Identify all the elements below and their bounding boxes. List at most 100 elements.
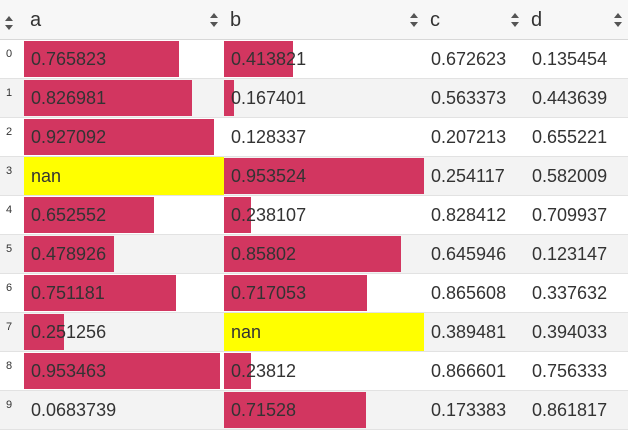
table-cell-a: nan [24, 157, 224, 195]
column-header-b[interactable]: b [224, 0, 424, 39]
table-cell-c: 0.865608 [424, 274, 525, 312]
sort-arrows-icon[interactable] [614, 13, 622, 27]
table-cell-c: 0.828412 [424, 196, 525, 234]
cell-value: 0.478926 [31, 244, 107, 264]
data-bar [24, 119, 214, 155]
data-bar [24, 353, 220, 389]
table-cell-a: 0.927092 [24, 118, 224, 156]
cell-value: 0.826981 [31, 88, 107, 108]
table-cell-d: 0.861817 [525, 391, 628, 429]
row-index: 0 [6, 48, 13, 60]
cell-value: 0.71528 [231, 400, 297, 420]
cell-value: 0.23812 [231, 361, 297, 381]
data-bar [224, 158, 424, 194]
row-index: 7 [6, 321, 13, 333]
table-cell-a: 0.765823 [24, 40, 224, 78]
cell-value: 0.756333 [532, 361, 608, 381]
cell-value: 0.927092 [31, 127, 107, 147]
cell-value: 0.953463 [31, 361, 107, 381]
cell-value: 0.709937 [532, 205, 608, 225]
data-bar [224, 80, 234, 116]
cell-value: 0.254117 [431, 166, 505, 186]
table-cell-c: 0.173383 [424, 391, 525, 429]
sort-arrows-icon[interactable] [410, 13, 418, 27]
cell-value: 0.563373 [431, 88, 507, 108]
cell-value: 0.394033 [532, 322, 608, 342]
column-header-d[interactable]: d [525, 0, 628, 39]
row-index: 5 [6, 243, 13, 255]
row-index: 9 [6, 399, 13, 411]
table-cell-c: 0.672623 [424, 40, 525, 78]
table-row: 1 0.826981 0.167401 0.563373 0.443639 [0, 79, 628, 118]
data-bar [24, 41, 179, 77]
table-row: 5 0.478926 0.85802 0.645946 0.123147 [0, 235, 628, 274]
column-header-a[interactable]: a [24, 0, 224, 39]
cell-value: 0.582009 [532, 166, 608, 186]
table-cell-d: 0.655221 [525, 118, 628, 156]
data-bar [224, 353, 251, 389]
table-cell-b: 0.71528 [224, 391, 424, 429]
cell-value: 0.167401 [231, 88, 307, 108]
table-cell-d: 0.337632 [525, 274, 628, 312]
row-index: 2 [6, 126, 13, 138]
cell-value: nan [231, 322, 262, 342]
cell-value: 0.238107 [231, 205, 307, 225]
cell-value: 0.828412 [431, 205, 507, 225]
cell-value: 0.337632 [532, 283, 608, 303]
data-bar [24, 275, 176, 311]
table-cell-a: 0.0683739 [24, 391, 224, 429]
table-cell-d: 0.394033 [525, 313, 628, 351]
table-cell-c: 0.254117 [424, 157, 525, 195]
cell-value: 0.207213 [431, 127, 507, 147]
table-cell-b: 0.953524 [224, 157, 424, 195]
table-cell-a: 0.953463 [24, 352, 224, 390]
cell-value: 0.861817 [532, 400, 608, 420]
data-bar [24, 236, 114, 272]
cell-value: 0.173383 [431, 400, 507, 420]
column-header-label: b [230, 9, 242, 31]
cell-value: nan [31, 166, 62, 186]
index-header[interactable] [0, 0, 24, 39]
table-cell-b: 0.128337 [224, 118, 424, 156]
table-row: 8 0.953463 0.23812 0.866601 0.756333 [0, 352, 628, 391]
table-cell-b: 0.238107 [224, 196, 424, 234]
data-bar [224, 275, 367, 311]
cell-value: 0.865608 [431, 283, 507, 303]
data-bar [224, 392, 366, 428]
table-cell-d: 0.443639 [525, 79, 628, 117]
table-cell-b: 0.85802 [224, 235, 424, 273]
nan-highlight [24, 157, 224, 195]
table-cell-d: 0.709937 [525, 196, 628, 234]
table-cell-b: 0.413821 [224, 40, 424, 78]
table-cell-c: 0.207213 [424, 118, 525, 156]
table-row: 0 0.765823 0.413821 0.672623 0.135454 [0, 40, 628, 79]
table-row: 7 0.251256 nan 0.389481 0.394033 [0, 313, 628, 352]
table-header: a b c d [0, 0, 628, 40]
table-cell-c: 0.645946 [424, 235, 525, 273]
cell-value: 0.655221 [532, 127, 608, 147]
table-cell-b: 0.717053 [224, 274, 424, 312]
sort-arrows-icon[interactable] [511, 13, 519, 27]
data-bar [224, 236, 401, 272]
column-header-c[interactable]: c [424, 0, 525, 39]
table-cell-b: 0.167401 [224, 79, 424, 117]
row-index: 8 [6, 360, 13, 372]
cell-value: 0.128337 [231, 127, 307, 147]
table-cell-d: 0.123147 [525, 235, 628, 273]
table-cell-a: 0.251256 [24, 313, 224, 351]
cell-value: 0.413821 [231, 49, 307, 69]
sort-arrows-icon[interactable] [5, 16, 13, 30]
column-header-label: a [30, 9, 42, 31]
cell-value: 0.953524 [231, 166, 307, 186]
table-row: 4 0.652552 0.238107 0.828412 0.709937 [0, 196, 628, 235]
row-index: 6 [6, 282, 13, 294]
table-cell-b: nan [224, 313, 424, 351]
sort-arrows-icon[interactable] [210, 13, 218, 27]
table-cell-c: 0.389481 [424, 313, 525, 351]
cell-value: 0.389481 [431, 322, 507, 342]
table-cell-c: 0.866601 [424, 352, 525, 390]
cell-value: 0.123147 [532, 244, 608, 264]
table-cell-d: 0.135454 [525, 40, 628, 78]
column-header-label: d [531, 9, 543, 31]
